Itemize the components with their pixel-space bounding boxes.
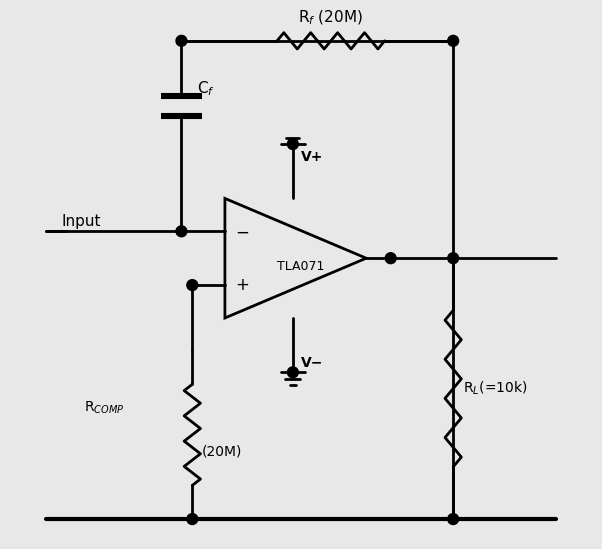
Text: Input: Input (62, 214, 101, 228)
Circle shape (448, 35, 459, 46)
Text: R$_f$ (20M): R$_f$ (20M) (299, 9, 364, 27)
Text: R$_{COMP}$: R$_{COMP}$ (84, 400, 124, 416)
Circle shape (187, 514, 197, 524)
Text: R$_L$(=10k): R$_L$(=10k) (463, 380, 527, 397)
Text: (20M): (20M) (202, 444, 243, 458)
Text: C$_f$: C$_f$ (197, 79, 214, 98)
Circle shape (176, 226, 187, 237)
Circle shape (187, 279, 197, 290)
Circle shape (287, 367, 298, 378)
Text: V−: V− (301, 356, 323, 369)
Circle shape (385, 253, 396, 264)
Circle shape (287, 139, 298, 149)
Text: V+: V+ (301, 149, 323, 164)
Circle shape (448, 253, 459, 264)
Circle shape (448, 514, 459, 524)
Text: $-$: $-$ (235, 222, 249, 240)
Text: TLA071: TLA071 (278, 260, 324, 273)
Circle shape (176, 35, 187, 46)
Text: $+$: $+$ (235, 276, 249, 294)
